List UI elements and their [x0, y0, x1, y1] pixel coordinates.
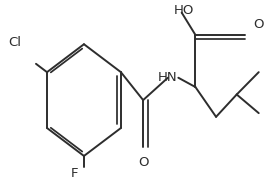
- Text: Cl: Cl: [8, 36, 21, 49]
- Text: O: O: [138, 156, 148, 169]
- Text: HO: HO: [174, 4, 195, 17]
- Text: HN: HN: [158, 71, 178, 84]
- Text: F: F: [71, 167, 78, 180]
- Text: O: O: [253, 18, 264, 31]
